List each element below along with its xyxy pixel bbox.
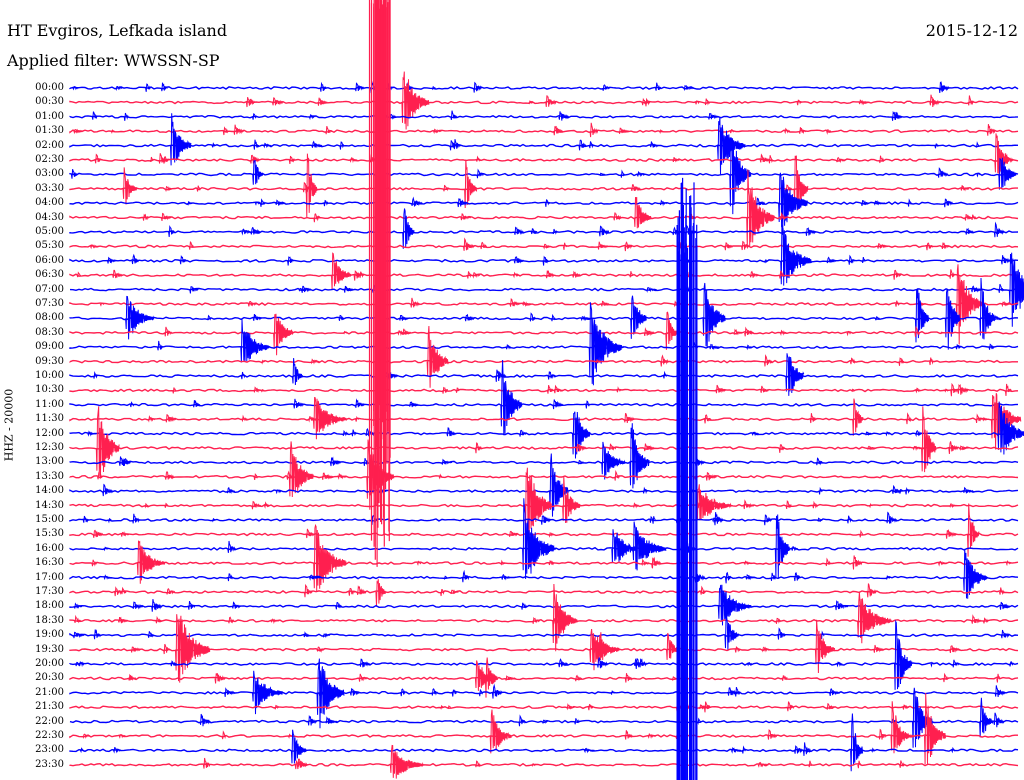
row-label: 07:30 — [35, 298, 64, 309]
trace-row-0430 — [69, 169, 1019, 248]
trace-row-1130 — [69, 393, 1022, 450]
row-label: 03:00 — [35, 168, 64, 180]
row-label: 15:00 — [35, 514, 64, 525]
row-label: 11:00 — [35, 398, 64, 410]
date-label: 2015-12-12 — [925, 21, 1018, 40]
row-label: 05:30 — [35, 240, 64, 252]
row-label: 16:30 — [35, 557, 64, 569]
trace-row-0700 — [69, 252, 1024, 327]
trace-row-2300 — [69, 713, 1019, 772]
row-label: 15:30 — [35, 528, 64, 540]
trace-row-0530 — [69, 237, 1019, 252]
row-label: 05:00 — [35, 226, 64, 237]
row-label: 18:30 — [35, 614, 64, 626]
row-label: 21:00 — [35, 686, 64, 698]
trace-row-1630 — [69, 523, 1019, 592]
row-label: 01:30 — [35, 125, 64, 137]
row-label: 13:30 — [35, 470, 64, 482]
row-label: 17:00 — [35, 571, 64, 583]
trace-row-0930 — [69, 325, 1018, 388]
trace-row-1430 — [69, 467, 1019, 539]
station-title: HT Evgiros, Lefkada island — [7, 21, 228, 40]
row-label: 12:30 — [35, 442, 64, 453]
trace-row-2130 — [69, 698, 1019, 713]
row-label: 06:00 — [35, 254, 64, 266]
row-label: 14:30 — [35, 499, 64, 511]
row-label: 14:00 — [35, 485, 64, 497]
row-label: 23:30 — [35, 758, 64, 770]
trace-row-0230 — [69, 133, 1019, 175]
trace-row-0800 — [69, 277, 1019, 350]
trace-row-1830 — [69, 583, 1019, 652]
row-label: 04:30 — [35, 211, 64, 223]
filter-label: Applied filter: WWSSN-SP — [7, 51, 220, 70]
trace-row-0330 — [69, 153, 1018, 218]
trace-row-1930 — [69, 614, 1019, 683]
trace-row-1100 — [69, 359, 1019, 436]
y-axis-label: HHZ - 20000 — [2, 388, 16, 462]
row-label: 09:30 — [35, 355, 64, 367]
trace-row-1230 — [69, 406, 1019, 476]
trace-row-2200 — [69, 687, 1019, 748]
row-label: 08:00 — [35, 312, 64, 324]
trace-row-0130 — [69, 122, 1019, 138]
trace-row-0400 — [69, 172, 1019, 231]
row-label: 13:00 — [35, 456, 64, 468]
row-label: 18:00 — [35, 600, 64, 612]
trace-row-1730 — [69, 579, 1019, 607]
row-label: 03:30 — [35, 182, 64, 194]
trace-row-0600 — [69, 224, 1019, 286]
row-label: 23:00 — [35, 744, 64, 756]
trace-row-2330 — [69, 744, 1019, 779]
row-label: 17:30 — [35, 586, 64, 597]
row-label: 04:00 — [35, 197, 64, 209]
trace-row-0000 — [69, 81, 1019, 94]
trace-row-2000 — [69, 619, 1019, 690]
row-label: 07:00 — [35, 283, 64, 295]
trace-row-0300 — [69, 137, 1019, 215]
row-label: 21:30 — [35, 701, 64, 713]
trace-row-1500 — [69, 511, 1019, 526]
trace-row-0500 — [69, 208, 1019, 249]
row-label: 00:30 — [35, 96, 64, 108]
trace-row-0900 — [69, 302, 1019, 386]
row-label: 09:00 — [35, 341, 64, 353]
row-label: 22:00 — [35, 715, 64, 727]
row-label: 02:00 — [35, 139, 64, 151]
row-label: 12:00 — [35, 427, 64, 439]
row-label: 10:00 — [35, 370, 64, 381]
trace-row-0200 — [69, 113, 1019, 175]
row-label: 00:00 — [35, 82, 64, 93]
large-event-0 — [368, 0, 391, 567]
trace-row-1900 — [69, 612, 1019, 651]
row-label: 19:30 — [35, 643, 64, 655]
trace-row-1200 — [69, 401, 1024, 459]
trace-row-0100 — [69, 110, 1019, 122]
row-label: 19:00 — [35, 629, 64, 641]
row-label: 01:00 — [35, 110, 64, 122]
trace-row-2230 — [69, 692, 1018, 765]
trace-row-0830 — [69, 311, 1019, 356]
large-event-1 — [676, 177, 698, 780]
trace-row-2030 — [69, 657, 1019, 698]
row-label: 02:30 — [35, 154, 64, 165]
row-label: 06:30 — [35, 269, 64, 281]
row-label: 22:30 — [35, 730, 64, 741]
trace-row-2100 — [69, 658, 1019, 729]
row-label: 20:30 — [35, 672, 64, 684]
row-label: 16:00 — [35, 542, 64, 554]
row-label: 08:30 — [35, 326, 64, 338]
row-label: 20:00 — [35, 658, 64, 669]
row-label: 11:30 — [35, 413, 64, 425]
trace-row-1030 — [69, 382, 1019, 397]
trace-row-0030 — [69, 71, 1019, 130]
row-label: 10:30 — [35, 384, 64, 396]
trace-row-1800 — [69, 584, 1019, 626]
